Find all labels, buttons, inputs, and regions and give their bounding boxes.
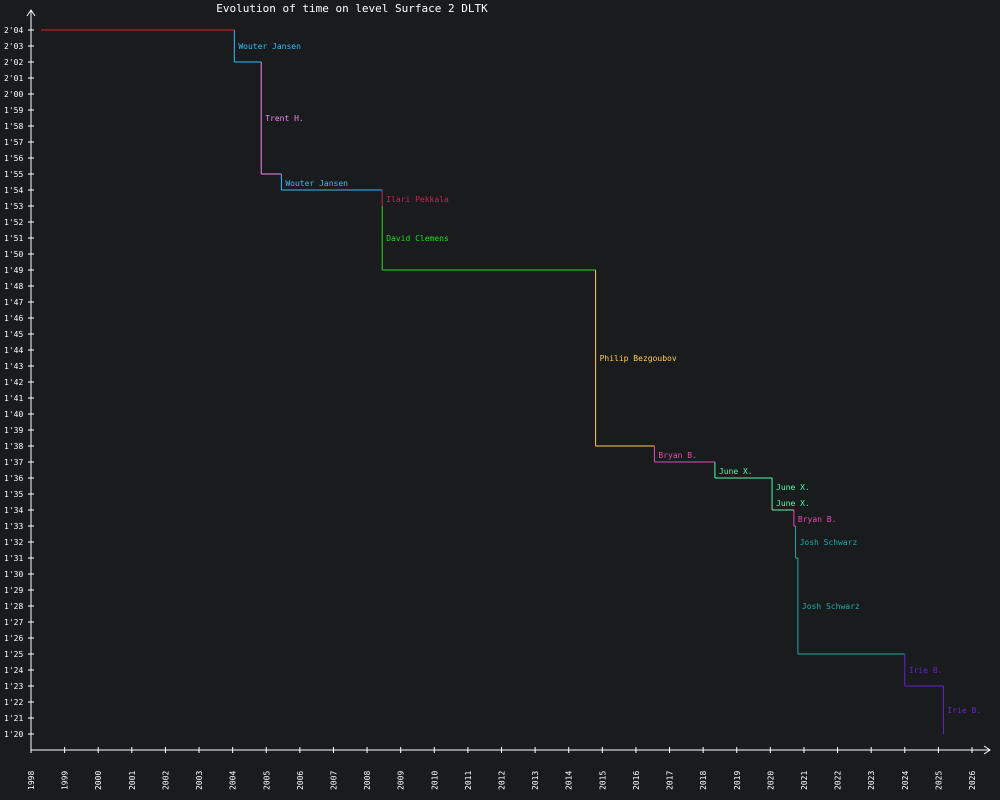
- x-tick-label: 2020: [766, 771, 775, 790]
- y-tick-label: 1'21: [4, 714, 23, 723]
- y-tick-label: 1'49: [4, 266, 23, 275]
- x-tick-label: 2025: [934, 771, 943, 790]
- y-tick-label: 1'31: [4, 554, 23, 563]
- x-tick-label: 2007: [329, 771, 338, 790]
- record-label: Trent H.: [265, 114, 304, 123]
- record-label: Bryan B.: [658, 451, 697, 460]
- y-tick-label: 1'54: [4, 186, 23, 195]
- y-tick-label: 1'57: [4, 138, 23, 147]
- y-tick-label: 1'46: [4, 314, 23, 323]
- x-tick-label: 2006: [296, 771, 305, 790]
- x-tick-label: 2009: [397, 771, 406, 790]
- x-tick-label: 2022: [834, 771, 843, 790]
- record-series: [41, 29, 944, 734]
- y-tick-label: 1'42: [4, 378, 23, 387]
- record-label: Wouter Jansen: [285, 179, 348, 188]
- x-tick-label: 1999: [61, 771, 70, 790]
- y-tick-label: 1'35: [4, 490, 23, 499]
- x-tick-label: 2012: [498, 771, 507, 790]
- y-tick-label: 1'43: [4, 362, 23, 371]
- y-tick-label: 1'50: [4, 250, 23, 259]
- y-axis-ticks: 1'20 1'21 1'22 1'23 1'24 1'25 1'26 1'27 1'28 1'29…: [4, 26, 34, 739]
- y-tick-label: 1'32: [4, 538, 23, 547]
- y-tick-label: 1'23: [4, 682, 23, 691]
- y-tick-label: 1'55: [4, 170, 23, 179]
- y-tick-label: 2'00: [4, 90, 23, 99]
- x-tick-label: 2003: [195, 771, 204, 790]
- y-tick-label: 1'39: [4, 426, 23, 435]
- record-label: Irie B.: [947, 706, 981, 715]
- record-label: June X.: [776, 483, 810, 492]
- x-tick-label: 2011: [464, 771, 473, 790]
- x-tick-label: 2013: [531, 771, 540, 790]
- y-tick-label: 1'25: [4, 650, 23, 659]
- y-tick-label: 1'48: [4, 282, 23, 291]
- x-tick-label: 2002: [161, 771, 170, 790]
- y-tick-label: 1'36: [4, 474, 23, 483]
- y-tick-label: 1'28: [4, 602, 23, 611]
- y-tick-label: 1'20: [4, 730, 23, 739]
- record-label: Wouter Jansen: [238, 42, 301, 51]
- y-tick-label: 1'53: [4, 202, 23, 211]
- x-tick-label: 1998: [27, 771, 36, 790]
- y-tick-label: 1'30: [4, 570, 23, 579]
- x-tick-label: 2018: [699, 771, 708, 790]
- record-label: Bryan B.: [798, 515, 837, 524]
- x-tick-label: 2001: [128, 771, 137, 790]
- chart-title: Evolution of time on level Surface 2 DLT…: [216, 2, 488, 15]
- record-label: Philip Bezgoubov: [600, 354, 677, 363]
- y-tick-label: 1'47: [4, 298, 23, 307]
- y-tick-label: 1'22: [4, 698, 23, 707]
- x-tick-label: 2019: [733, 771, 742, 790]
- x-tick-label: 2026: [968, 771, 977, 790]
- y-tick-label: 2'01: [4, 74, 23, 83]
- y-tick-label: 1'51: [4, 234, 23, 243]
- y-tick-label: 1'29: [4, 586, 23, 595]
- y-axis-arrow: [26, 9, 36, 17]
- x-tick-label: 2004: [229, 771, 238, 790]
- record-label: June X.: [719, 467, 753, 476]
- record-label: Irie B.: [909, 666, 943, 675]
- record-label: June X.: [776, 499, 810, 508]
- y-tick-label: 1'56: [4, 154, 23, 163]
- y-tick-label: 1'33: [4, 522, 23, 531]
- y-tick-label: 1'34: [4, 506, 23, 515]
- y-tick-label: 1'58: [4, 122, 23, 131]
- record-label: Josh Schwarz: [802, 602, 860, 611]
- y-tick-label: 1'52: [4, 218, 23, 227]
- record-label: Josh Schwarz: [800, 538, 858, 547]
- x-tick-label: 2015: [598, 771, 607, 790]
- x-axis-arrow: [983, 745, 991, 755]
- y-tick-label: 2'02: [4, 58, 23, 67]
- record-label: Ilari Pekkala: [386, 195, 449, 204]
- y-tick-label: 2'04: [4, 26, 23, 35]
- x-tick-label: 2014: [565, 771, 574, 790]
- axes: [26, 9, 991, 755]
- y-tick-label: 1'40: [4, 410, 23, 419]
- y-tick-label: 1'38: [4, 442, 23, 451]
- x-tick-label: 2017: [666, 771, 675, 790]
- y-tick-label: 1'37: [4, 458, 23, 467]
- y-tick-label: 1'59: [4, 106, 23, 115]
- record-label: David Clemens: [386, 234, 449, 243]
- y-tick-label: 1'45: [4, 330, 23, 339]
- x-tick-label: 2000: [94, 771, 103, 790]
- x-tick-label: 2021: [800, 771, 809, 790]
- y-tick-label: 1'44: [4, 346, 23, 355]
- record-labels: Wouter Jansen Trent H. Wouter Jansen Ilari …: [238, 42, 981, 715]
- y-tick-label: 1'41: [4, 394, 23, 403]
- x-axis-ticks: 1998 1999 2000 2001 2002 2003 2004 2005 2006 2007…: [27, 747, 977, 790]
- x-tick-label: 2024: [901, 771, 910, 790]
- y-tick-label: 1'24: [4, 666, 23, 675]
- x-tick-label: 2023: [867, 771, 876, 790]
- x-tick-label: 2016: [632, 771, 641, 790]
- y-tick-label: 2'03: [4, 42, 23, 51]
- y-tick-label: 1'27: [4, 618, 23, 627]
- y-tick-label: 1'26: [4, 634, 23, 643]
- x-tick-label: 2010: [430, 771, 439, 790]
- x-tick-label: 2008: [363, 771, 372, 790]
- x-tick-label: 2005: [262, 771, 271, 790]
